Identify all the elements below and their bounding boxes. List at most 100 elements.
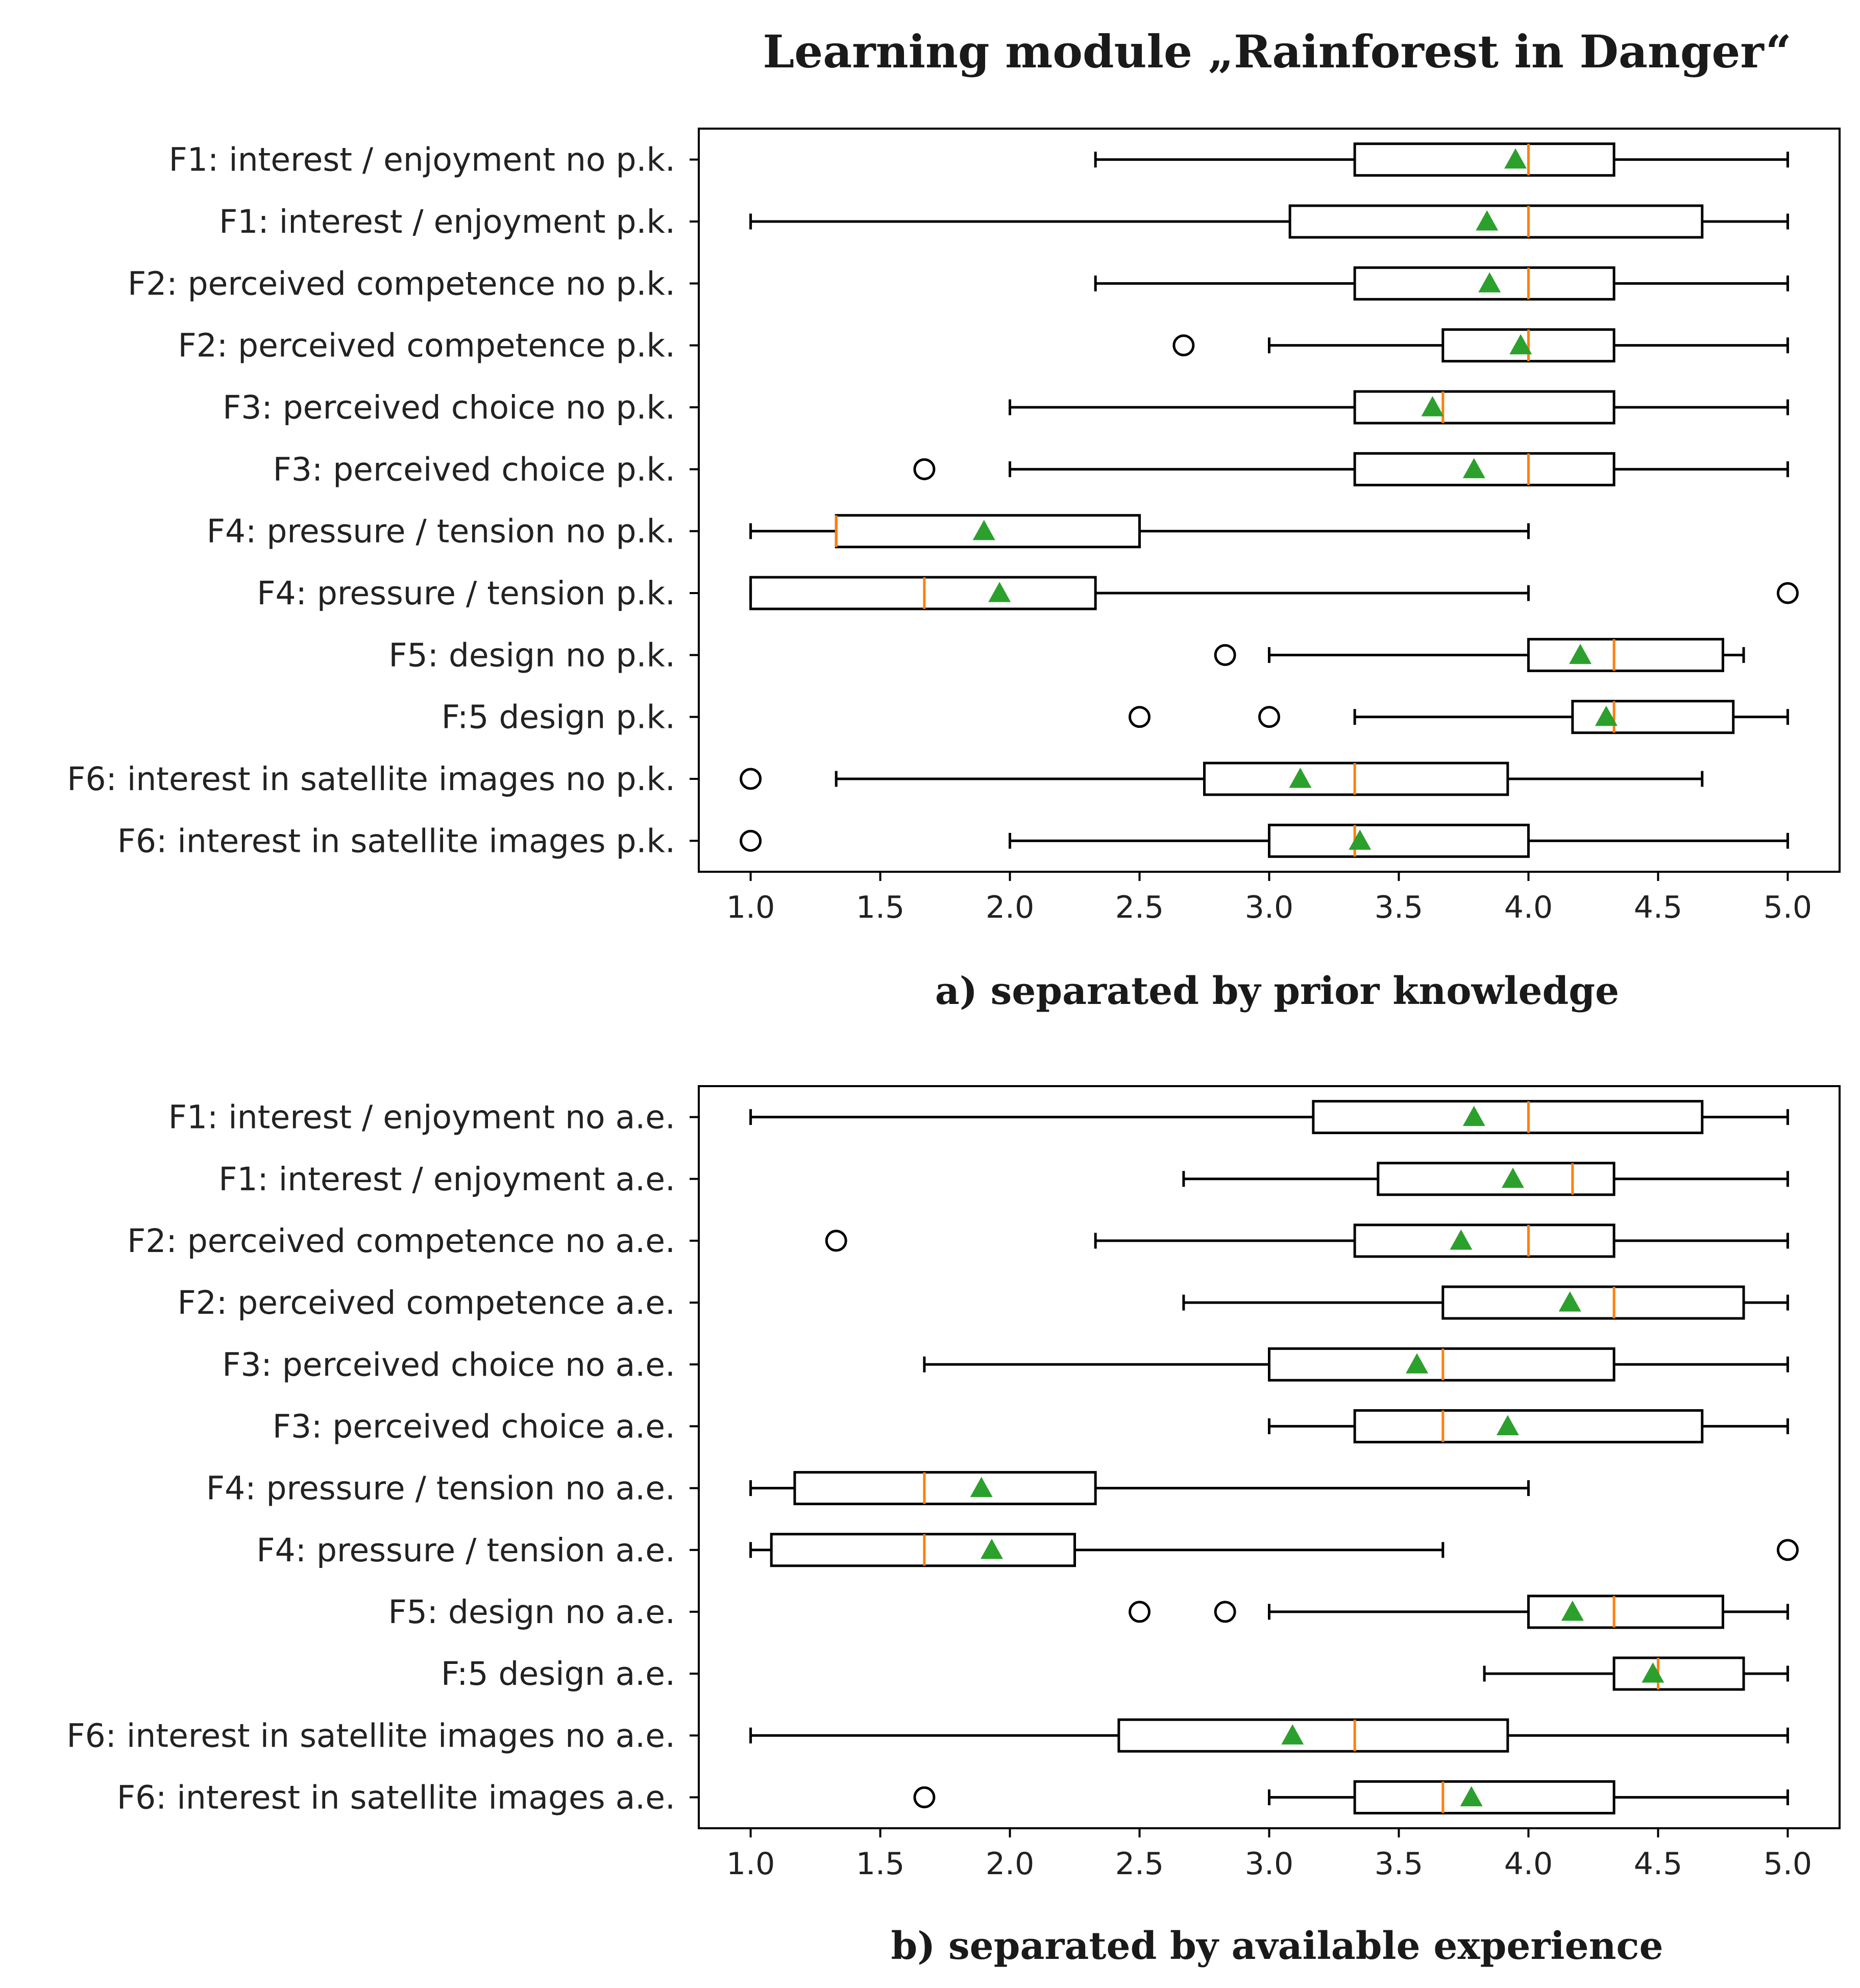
- mean-marker: [1509, 334, 1532, 355]
- mean-marker: [1642, 1662, 1665, 1683]
- flier-point: [1129, 1601, 1151, 1623]
- panel-b-box-row: F2: perceived competence a.e.: [178, 1284, 1789, 1321]
- panel-a-x-tick-label: 1.5: [856, 890, 904, 925]
- mean-marker: [1476, 210, 1499, 231]
- iqr-box: [1527, 637, 1724, 672]
- panel-b: 1.0 1.5 2.0 2.5 3.0 3.5 4.0 4.5 5.0 F1: interest …: [66, 1085, 1841, 1882]
- panel-a-box-row: F6: interest in satellite images no p.k.: [67, 760, 1704, 798]
- category-label: F1: interest / enjoyment no a.e.: [168, 1099, 675, 1136]
- iqr-box: [1353, 1409, 1704, 1443]
- mean-marker: [1569, 644, 1592, 664]
- flier-point: [1214, 644, 1236, 666]
- category-label: F1: interest / enjoyment p.k.: [219, 203, 675, 240]
- category-label: F:5 design a.e.: [441, 1655, 675, 1692]
- mean-marker: [988, 582, 1011, 602]
- panel-b-x-tick-label: 3.0: [1245, 1846, 1293, 1882]
- panel-a-x-tick-label: 5.0: [1764, 890, 1812, 925]
- category-label: F3: perceived choice a.e.: [273, 1408, 675, 1445]
- panel-b-box-row: F:5 design a.e.: [441, 1655, 1789, 1692]
- iqr-box: [1117, 1718, 1509, 1753]
- mean-marker: [1289, 768, 1312, 788]
- iqr-box: [1612, 1656, 1745, 1691]
- category-label: F3: perceived choice no a.e.: [222, 1346, 675, 1383]
- category-label: F2: perceived competence no a.e.: [127, 1222, 675, 1260]
- iqr-box: [793, 1471, 1097, 1506]
- panel-a-box-row: F2: perceived competence no p.k.: [128, 265, 1789, 302]
- iqr-box: [1203, 762, 1509, 796]
- category-label: F1: interest / enjoyment a.e.: [218, 1161, 675, 1198]
- iqr-box: [1527, 1594, 1724, 1629]
- panel-b-x-tick-label: 2.5: [1115, 1846, 1164, 1882]
- flier-point: [1129, 706, 1151, 728]
- category-label: F4: pressure / tension a.e.: [256, 1532, 675, 1569]
- panel-a-x-tick-label: 1.0: [726, 890, 775, 925]
- panel-b-box-row: F6: interest in satellite images a.e.: [117, 1779, 1789, 1816]
- panel-a-box-row: F3: perceived choice p.k.: [273, 451, 1789, 488]
- panel-a-box-row: F6: interest in satellite images p.k.: [117, 822, 1789, 860]
- iqr-box: [1353, 266, 1616, 301]
- iqr-box: [1268, 823, 1530, 858]
- category-label: F6: interest in satellite images no p.k.: [67, 760, 675, 798]
- iqr-box: [1377, 1162, 1616, 1196]
- category-label: F1: interest / enjoyment no p.k.: [169, 141, 675, 179]
- iqr-box: [1353, 1223, 1616, 1258]
- panel-b-x-tick-label: 3.5: [1375, 1846, 1423, 1882]
- panel-a-x-tick-label: 4.0: [1504, 890, 1553, 925]
- iqr-box: [1288, 204, 1704, 239]
- category-label: F4: pressure / tension p.k.: [257, 575, 675, 612]
- panel-b-x-tick-label: 5.0: [1764, 1846, 1812, 1882]
- flier-point: [913, 1786, 936, 1808]
- panel-b-box-row: F3: perceived choice no a.e.: [222, 1346, 1789, 1383]
- iqr-box: [1571, 700, 1735, 734]
- panel-b-x-tick-label: 4.5: [1634, 1846, 1682, 1882]
- panel-a-x-tick-label: 4.5: [1634, 890, 1682, 925]
- flier-point: [825, 1230, 847, 1252]
- category-label: F2: perceived competence a.e.: [178, 1284, 675, 1321]
- figure-title: Learning module „Rainforest in Danger“: [763, 25, 1791, 78]
- flier-point: [1776, 582, 1799, 604]
- mean-marker: [1595, 705, 1618, 726]
- mean-marker: [1462, 458, 1485, 478]
- panel-b-x-tick-label: 2.0: [986, 1846, 1034, 1882]
- panel-b-x-tick-label: 4.0: [1504, 1846, 1553, 1882]
- mean-marker: [1504, 148, 1527, 169]
- panel-a-caption: a) separated by prior knowledge: [935, 969, 1619, 1013]
- panel-b-box-row: F4: pressure / tension a.e.: [256, 1532, 1799, 1569]
- iqr-box: [770, 1533, 1076, 1567]
- mean-marker: [980, 1538, 1003, 1559]
- mean-marker: [1478, 272, 1501, 292]
- category-label: F3: perceived choice p.k.: [273, 451, 675, 488]
- flier-point: [913, 458, 936, 480]
- iqr-box: [1353, 1780, 1616, 1814]
- flier-point: [1172, 334, 1195, 357]
- category-label: F6: interest in satellite images a.e.: [117, 1779, 675, 1816]
- category-label: F2: perceived competence no p.k.: [128, 265, 675, 302]
- mean-marker: [1558, 1291, 1581, 1312]
- category-label: F6: interest in satellite images p.k.: [117, 822, 675, 860]
- panel-b-box-row: F6: interest in satellite images no a.e.: [66, 1717, 1789, 1754]
- flier-point: [1214, 1601, 1236, 1623]
- mean-marker: [1281, 1724, 1304, 1745]
- panel-a-box-row: F4: pressure / tension p.k.: [257, 575, 1799, 612]
- panel-b-box-row: F1: interest / enjoyment no a.e.: [168, 1099, 1789, 1136]
- mean-marker: [970, 1477, 993, 1498]
- flier-point: [740, 829, 762, 852]
- iqr-box: [1353, 452, 1616, 486]
- mean-marker: [1501, 1167, 1524, 1188]
- category-label: F6: interest in satellite images no a.e.: [66, 1717, 675, 1754]
- flier-point: [1776, 1539, 1799, 1561]
- mean-marker: [1561, 1600, 1584, 1621]
- panel-b-x-tick-label: 1.0: [726, 1846, 775, 1882]
- panel-b-box-row: F5: design no a.e.: [388, 1593, 1789, 1631]
- mean-marker: [1406, 1353, 1429, 1373]
- panel-a-x-tick-label: 3.5: [1375, 890, 1423, 925]
- mean-marker: [1450, 1229, 1473, 1250]
- panel-a-box-row: F5: design no p.k.: [388, 636, 1745, 674]
- panel-b-caption: b) separated by available experience: [891, 1924, 1663, 1968]
- panel-a-x-tick-label: 2.5: [1115, 890, 1164, 925]
- category-label: F5: design no a.e.: [388, 1593, 675, 1631]
- panel-b-box-row: F1: interest / enjoyment a.e.: [218, 1161, 1789, 1198]
- iqr-box: [1353, 142, 1616, 177]
